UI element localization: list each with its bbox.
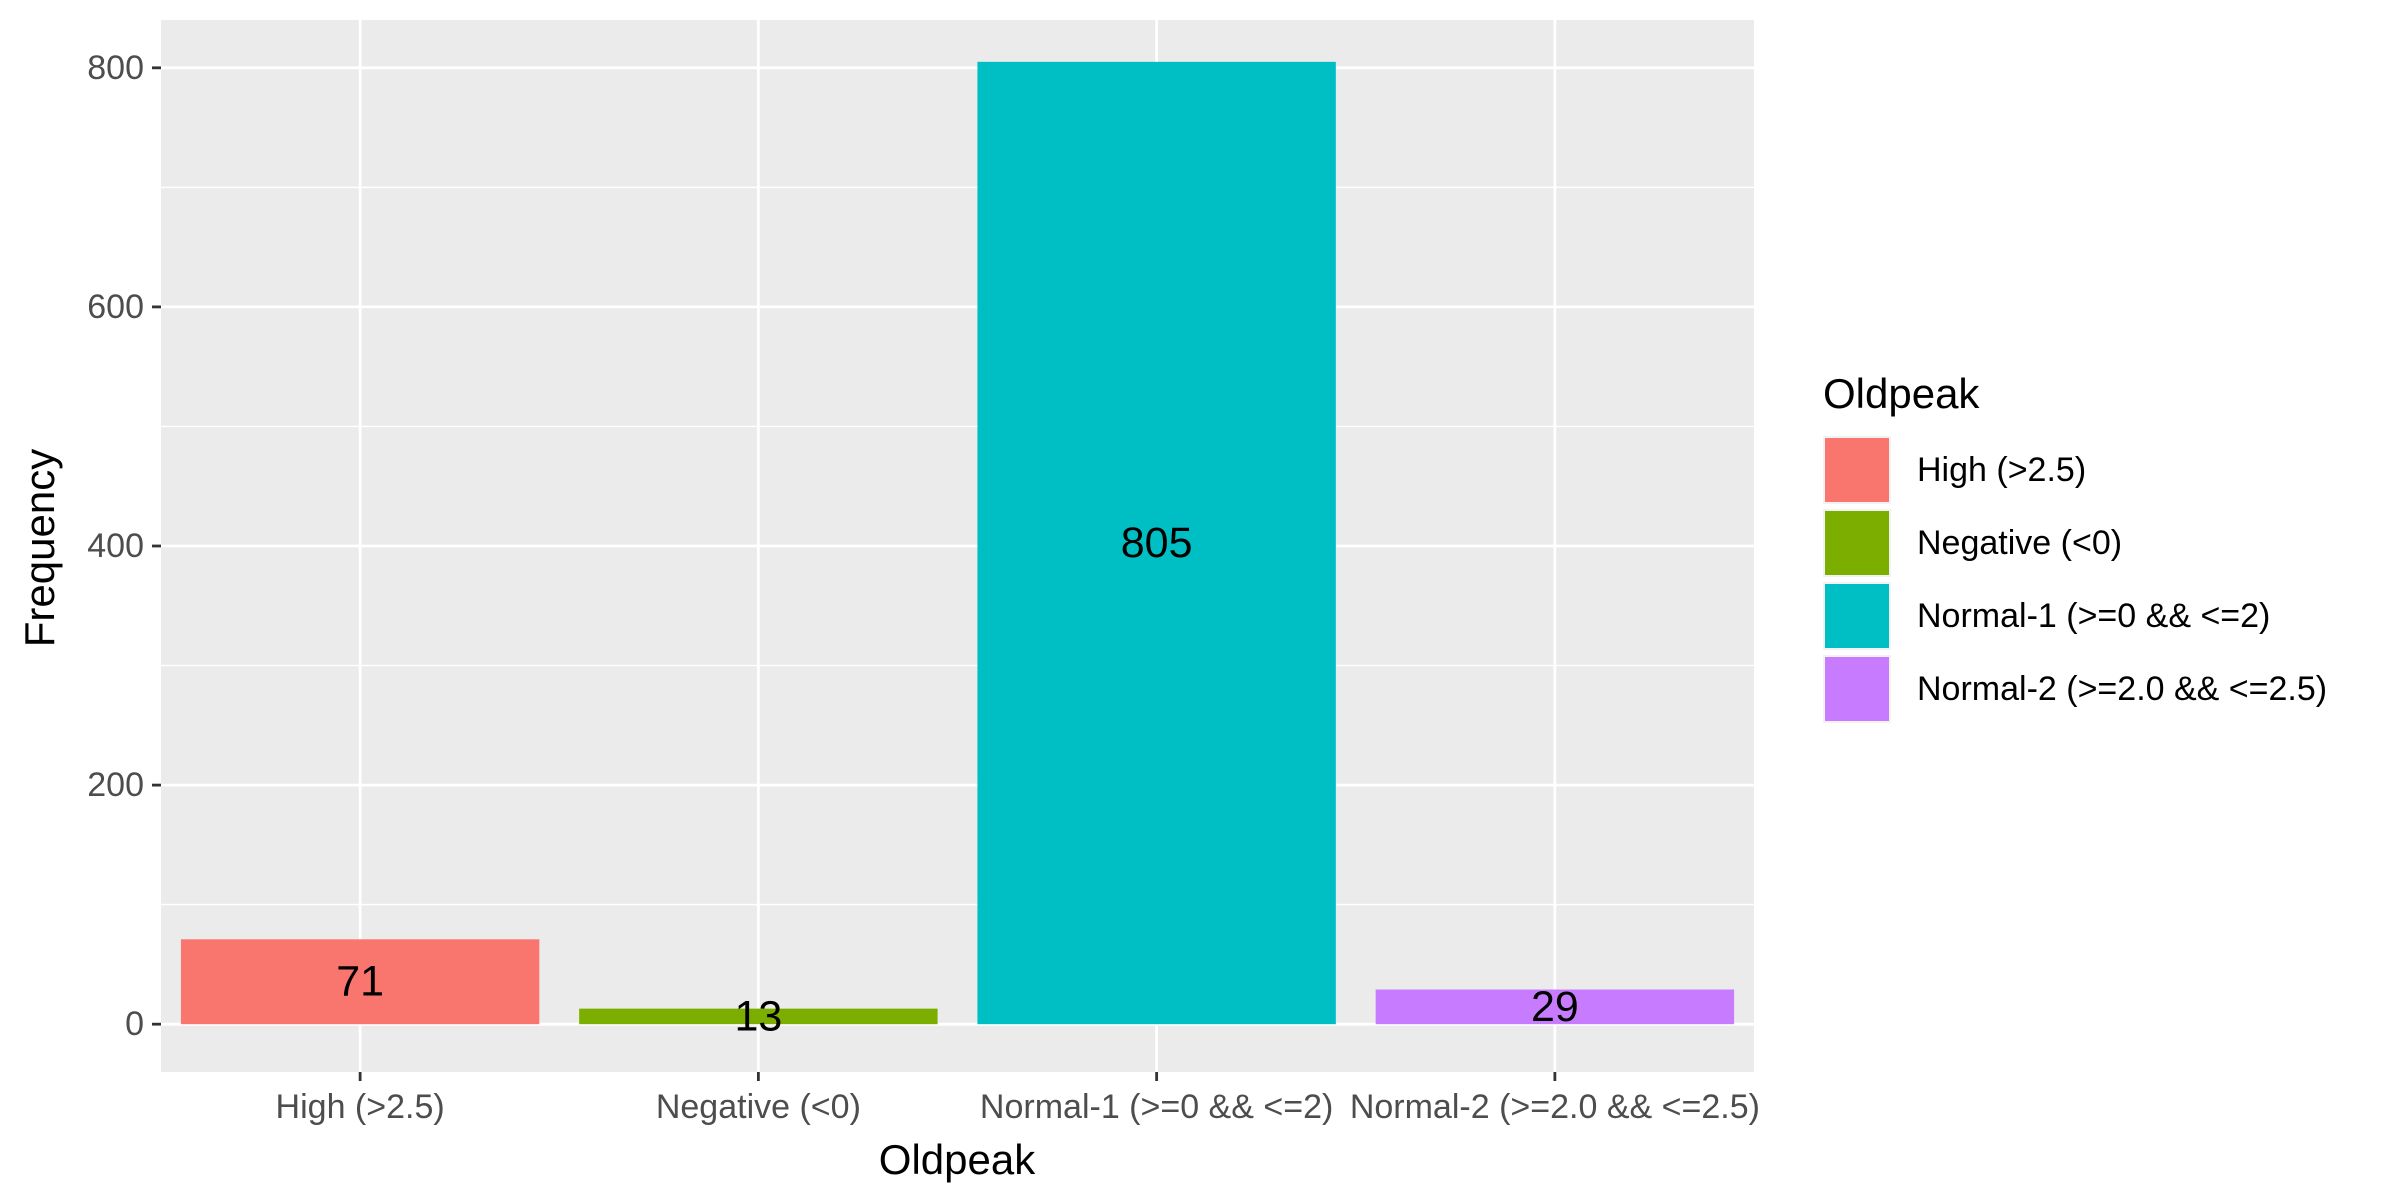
x-tick-label: Normal-1 (>=0 && <=2) <box>980 1088 1333 1126</box>
data-label: 13 <box>734 992 782 1040</box>
data-labels: 71 13 805 29 <box>336 519 1579 1040</box>
data-label: 805 <box>1121 519 1193 567</box>
legend-label: High (>2.5) <box>1917 451 2086 489</box>
x-tick-label: High (>2.5) <box>276 1088 445 1126</box>
y-tick-label: 800 <box>87 49 144 87</box>
major-gridlines <box>161 20 1754 1072</box>
data-label: 71 <box>336 958 384 1006</box>
legend-key <box>1825 657 1889 721</box>
minor-gridlines <box>161 186 1754 906</box>
data-label: 29 <box>1531 983 1579 1031</box>
bar <box>579 1008 938 1025</box>
legend-key <box>1825 584 1889 648</box>
y-axis: 0 200 400 600 800 <box>87 49 161 1043</box>
y-axis-title: Frequency <box>16 449 63 647</box>
legend: Oldpeak High (>2.5) Negative (<0) Normal-1… <box>1823 370 2327 723</box>
bars <box>180 61 1735 1025</box>
bar <box>180 939 540 1025</box>
bar <box>977 61 1336 1025</box>
y-tick-label: 200 <box>87 766 144 804</box>
bar <box>1375 989 1735 1025</box>
x-axis: High (>2.5) Negative (<0) Normal-1 (>=0 &&… <box>276 1072 1760 1126</box>
legend-key <box>1825 438 1889 502</box>
y-tick-label: 400 <box>87 527 144 565</box>
y-tick-label: 0 <box>125 1005 144 1043</box>
x-axis-title: Oldpeak <box>879 1136 1036 1183</box>
legend-key <box>1825 511 1889 575</box>
legend-title: Oldpeak <box>1823 370 1980 417</box>
x-tick-label: Negative (<0) <box>656 1088 861 1126</box>
legend-label: Negative (<0) <box>1917 524 2122 562</box>
legend-items: High (>2.5) Negative (<0) Normal-1 (>=0 &&… <box>1823 436 2327 723</box>
x-tick-label: Normal-2 (>=2.0 && <=2.5) <box>1350 1088 1760 1126</box>
legend-label: Normal-1 (>=0 && <=2) <box>1917 597 2270 635</box>
y-tick-label: 600 <box>87 288 144 326</box>
legend-label: Normal-2 (>=2.0 && <=2.5) <box>1917 670 2327 708</box>
